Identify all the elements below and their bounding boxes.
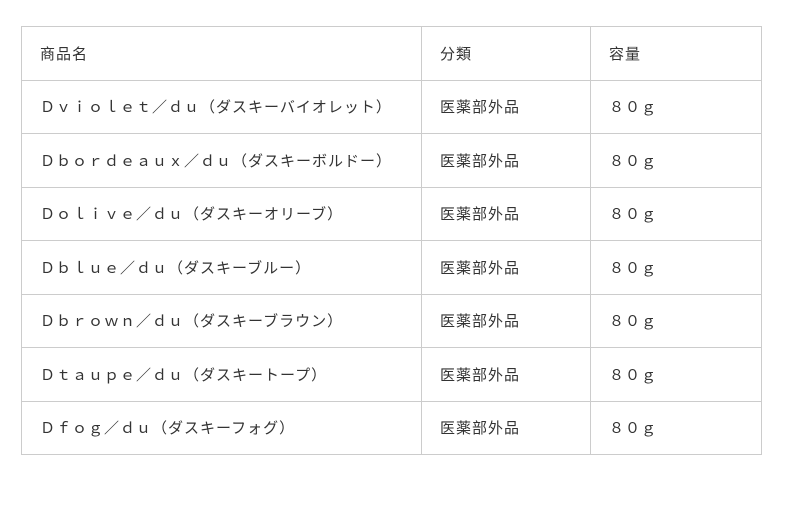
product-name-cell: Ｄｂｏｒｄｅａｕｘ／ｄｕ（ダスキーボルドー）	[21, 133, 422, 188]
product-name-cell: Ｄｏｌｉｖｅ／ｄｕ（ダスキーオリーブ）	[21, 186, 422, 241]
volume-cell: ８０ｇ	[590, 133, 762, 188]
volume-cell: ８０ｇ	[590, 400, 762, 455]
column-header-category: 分類	[421, 26, 591, 81]
volume-cell: ８０ｇ	[590, 240, 762, 295]
product-spec-table: 商品名 分類 容量 Ｄｖｉｏｌｅｔ／ｄｕ（ダスキーバイオレット） 医薬部外品 ８…	[21, 26, 762, 455]
product-name-cell: Ｄｆｏｇ／ｄｕ（ダスキーフォグ）	[21, 400, 422, 455]
volume-cell: ８０ｇ	[590, 293, 762, 348]
category-cell: 医薬部外品	[421, 347, 591, 402]
category-cell: 医薬部外品	[421, 293, 591, 348]
table-row: Ｄｆｏｇ／ｄｕ（ダスキーフォグ） 医薬部外品 ８０ｇ	[21, 400, 762, 455]
category-cell: 医薬部外品	[421, 400, 591, 455]
category-cell: 医薬部外品	[421, 133, 591, 188]
category-cell: 医薬部外品	[421, 79, 591, 134]
table-row: Ｄｂｒｏｗｎ／ｄｕ（ダスキーブラウン） 医薬部外品 ８０ｇ	[21, 293, 762, 348]
product-name-cell: Ｄｔａｕｐｅ／ｄｕ（ダスキートープ）	[21, 347, 422, 402]
product-name-cell: Ｄｖｉｏｌｅｔ／ｄｕ（ダスキーバイオレット）	[21, 79, 422, 134]
volume-cell: ８０ｇ	[590, 347, 762, 402]
table-row: Ｄｂｌｕｅ／ｄｕ（ダスキーブルー） 医薬部外品 ８０ｇ	[21, 240, 762, 295]
product-name-cell: Ｄｂｌｕｅ／ｄｕ（ダスキーブルー）	[21, 240, 422, 295]
table-row: Ｄｏｌｉｖｅ／ｄｕ（ダスキーオリーブ） 医薬部外品 ８０ｇ	[21, 186, 762, 241]
column-header-volume: 容量	[590, 26, 762, 81]
category-cell: 医薬部外品	[421, 240, 591, 295]
column-header-product-name: 商品名	[21, 26, 422, 81]
volume-cell: ８０ｇ	[590, 79, 762, 134]
table-header-row: 商品名 分類 容量	[21, 26, 762, 81]
table-row: Ｄｂｏｒｄｅａｕｘ／ｄｕ（ダスキーボルドー） 医薬部外品 ８０ｇ	[21, 133, 762, 188]
category-cell: 医薬部外品	[421, 186, 591, 241]
table-row: Ｄｔａｕｐｅ／ｄｕ（ダスキートープ） 医薬部外品 ８０ｇ	[21, 347, 762, 402]
table-row: Ｄｖｉｏｌｅｔ／ｄｕ（ダスキーバイオレット） 医薬部外品 ８０ｇ	[21, 79, 762, 134]
volume-cell: ８０ｇ	[590, 186, 762, 241]
product-name-cell: Ｄｂｒｏｗｎ／ｄｕ（ダスキーブラウン）	[21, 293, 422, 348]
